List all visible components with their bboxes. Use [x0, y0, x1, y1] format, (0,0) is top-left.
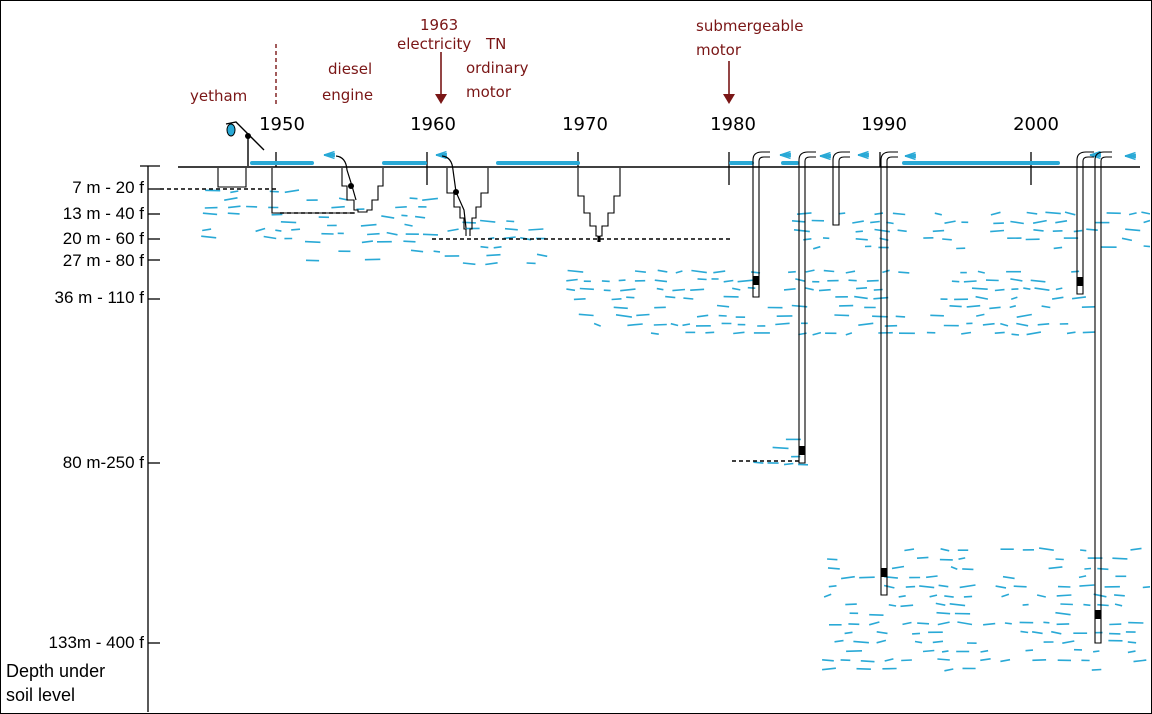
annotation-electricity: electricity	[397, 35, 471, 53]
timeline-axis: 1950 1960 1970 1980 1990 2000	[178, 114, 1140, 185]
well-1970	[577, 168, 621, 242]
depth-label-20m: 20 m - 60 f	[63, 229, 145, 248]
open-wells	[217, 168, 621, 242]
water-layer-4	[791, 211, 1150, 250]
borewell-5	[1076, 151, 1094, 295]
diesel-engine-icon	[348, 183, 354, 189]
depth-axis	[140, 165, 160, 712]
year-label-1980: 1980	[710, 114, 756, 135]
depth-label-80m: 80 m-250 f	[63, 453, 145, 472]
water-spray-icon	[323, 150, 335, 160]
annotation-submergeable-line2: motor	[696, 41, 742, 59]
water-layer-7	[822, 547, 1150, 672]
historical-water-levels	[160, 188, 800, 462]
year-label-1960: 1960	[410, 114, 456, 135]
water-spray-icon	[1124, 151, 1136, 161]
water-spray-icon	[904, 151, 916, 161]
depth-label-27m: 27 m - 80 f	[63, 251, 145, 270]
submersible-pump-icon	[1077, 277, 1083, 286]
depth-label-13m: 13 m - 40 f	[63, 204, 145, 223]
year-label-2000: 2000	[1013, 114, 1059, 135]
depth-labels: 7 m - 20 f 13 m - 40 f 20 m - 60 f 27 m …	[6, 178, 144, 705]
water-layer-5	[566, 269, 1096, 336]
borewell-1	[752, 151, 770, 298]
year-label-1990: 1990	[861, 114, 907, 135]
diesel-pipe	[335, 155, 357, 201]
depth-axis-title-line2: soil level	[6, 685, 75, 705]
annotation-diesel-line1: diesel	[328, 60, 372, 78]
depth-label-133m: 133m - 400 f	[49, 633, 145, 652]
borewell-3	[832, 151, 850, 226]
annotation-1963: 1963	[420, 16, 458, 34]
water-spray-icon	[819, 151, 831, 161]
depth-label-36m: 36 m - 110 f	[55, 288, 145, 307]
annotation-yetham: yetham	[190, 87, 247, 105]
water-spray-icon	[779, 150, 791, 160]
year-label-1970: 1970	[562, 114, 608, 135]
borewells	[752, 151, 1112, 644]
annotation-submergeable-line1: submergeable	[696, 17, 803, 35]
borewell-2	[798, 151, 816, 464]
water-sprays	[323, 150, 1136, 161]
well-1950-extension	[271, 168, 355, 214]
submergeable-arrow-head-icon	[723, 94, 735, 104]
submersible-pump-icon	[1095, 610, 1101, 619]
lift-devices	[225, 121, 601, 242]
water-spray-icon	[857, 150, 869, 160]
annotation-ordinary-line1: ordinary	[466, 59, 529, 77]
submersible-pump-icon	[881, 568, 887, 577]
yetham-lever-icon	[225, 121, 265, 151]
annotation-tn: TN	[485, 35, 506, 53]
water-layer-1	[201, 189, 301, 240]
ordinary-motor-well	[446, 168, 489, 236]
yetham-pivot-icon	[245, 133, 251, 139]
water-layers	[201, 189, 1150, 672]
water-layer-2	[304, 197, 441, 262]
annotation-diesel-line2: engine	[322, 86, 373, 104]
water-layer-6	[753, 438, 809, 466]
year-label-1950: 1950	[259, 114, 305, 135]
diesel-well	[341, 168, 384, 213]
submersible-pump-icon	[799, 446, 805, 455]
water-layer-3	[444, 219, 548, 266]
yetham-well	[217, 168, 247, 188]
yetham-bucket-icon	[226, 123, 236, 137]
electricity-arrow-head-icon	[435, 94, 447, 104]
borewell-6	[1094, 151, 1112, 644]
submersible-pump-icon	[753, 276, 759, 285]
ordinary-motor-icon	[453, 189, 459, 195]
annotation-ordinary-line2: motor	[466, 83, 512, 101]
ordinary-motor-pipe	[441, 155, 467, 229]
depth-axis-title-line1: Depth under	[6, 661, 105, 681]
depth-label-7m: 7 m - 20 f	[72, 178, 144, 197]
annotations: yetham diesel engine 1963 electricity TN…	[190, 16, 803, 105]
borewell-4	[880, 151, 898, 596]
